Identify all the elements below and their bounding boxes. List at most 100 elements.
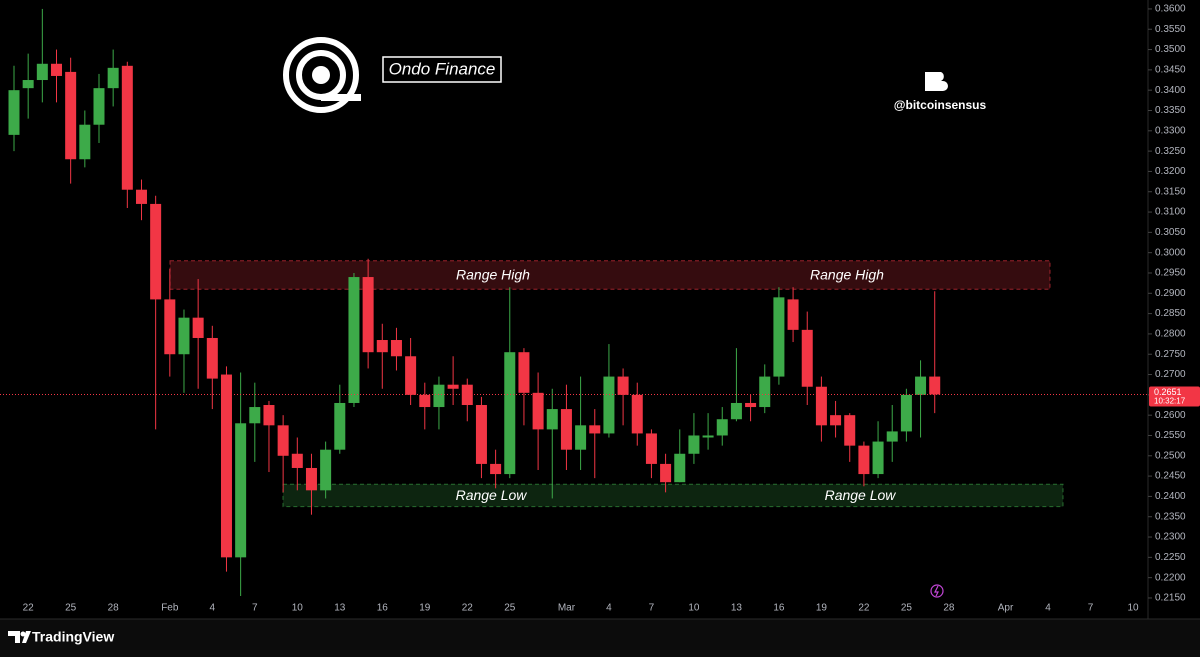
candle-body	[206, 337, 218, 379]
y-tick-label: 0.2850	[1155, 308, 1186, 319]
x-tick-label: 13	[731, 603, 743, 614]
candle-body	[886, 431, 898, 442]
candle-body	[220, 374, 232, 558]
x-tick-label: 7	[649, 603, 655, 614]
candle-body	[730, 402, 742, 420]
current-price-label: 0.2651	[1154, 387, 1182, 397]
candle-body	[263, 405, 275, 426]
x-tick-label: 7	[252, 603, 258, 614]
candle-body	[461, 384, 473, 406]
candle-body	[36, 63, 48, 81]
candle-body	[291, 453, 303, 468]
candle-body	[929, 376, 941, 395]
candle-body	[390, 340, 402, 357]
candle-body	[164, 299, 176, 355]
zone-label: Range Low	[456, 487, 528, 503]
candle-body	[107, 67, 119, 89]
y-tick-label: 0.3100	[1155, 207, 1186, 218]
candle-body	[135, 189, 147, 204]
x-tick-label: Mar	[558, 603, 576, 614]
candle-body	[362, 277, 374, 353]
y-tick-label: 0.2950	[1155, 268, 1186, 279]
x-tick-label: 19	[816, 603, 828, 614]
x-tick-label: 13	[334, 603, 346, 614]
x-tick-label: 10	[1127, 603, 1139, 614]
candle-body	[475, 405, 487, 464]
candle-body	[844, 415, 856, 446]
candle-body	[22, 80, 34, 89]
candle-body	[660, 463, 672, 483]
candle-body	[631, 394, 643, 434]
candle-body	[8, 90, 20, 135]
y-tick-label: 0.2350	[1155, 511, 1186, 522]
candle-body	[858, 445, 870, 475]
bitcoinsensus-logo	[925, 72, 948, 91]
countdown-label: 10:32:17	[1154, 397, 1186, 406]
range-zone	[169, 260, 1051, 290]
candle-body	[872, 441, 884, 475]
candle-body	[50, 63, 62, 76]
y-tick-label: 0.2750	[1155, 349, 1186, 360]
candle-body	[773, 297, 785, 377]
x-tick-label: 16	[773, 603, 785, 614]
x-tick-label: 25	[65, 603, 77, 614]
candle-body	[688, 435, 700, 454]
candle-body	[490, 463, 502, 475]
candle-body	[815, 386, 827, 426]
candle-body	[433, 384, 445, 408]
ondo-logo	[283, 37, 361, 113]
candle-body	[178, 317, 190, 355]
y-tick-label: 0.3550	[1155, 24, 1186, 35]
candle-body	[787, 299, 799, 330]
y-tick-label: 0.3050	[1155, 227, 1186, 238]
x-tick-label: 7	[1088, 603, 1094, 614]
candle-body	[65, 71, 77, 160]
x-tick-label: 4	[1045, 603, 1051, 614]
tradingview-logo	[8, 631, 31, 643]
y-tick-label: 0.3450	[1155, 65, 1186, 76]
candle-body	[546, 409, 558, 430]
y-tick-label: 0.2450	[1155, 471, 1186, 482]
candle-body	[249, 407, 261, 424]
candle-body	[277, 425, 289, 456]
alert-icon	[930, 584, 944, 598]
x-tick-label: 22	[858, 603, 870, 614]
candle-body	[801, 329, 813, 387]
brand-box	[382, 56, 502, 83]
candle-body	[560, 409, 572, 450]
candle-body	[305, 467, 317, 491]
x-tick-label: Feb	[161, 603, 179, 614]
range-zone	[282, 483, 1064, 508]
x-tick-label: Apr	[998, 603, 1014, 614]
y-tick-label: 0.2150	[1155, 593, 1186, 604]
candle-body	[121, 65, 133, 190]
y-tick-label: 0.2300	[1155, 532, 1186, 543]
y-tick-label: 0.3500	[1155, 44, 1186, 55]
candle-body	[645, 433, 657, 464]
y-tick-label: 0.3600	[1155, 4, 1186, 15]
candle-body	[447, 384, 459, 389]
x-tick-label: 22	[23, 603, 35, 614]
candle-body	[716, 419, 728, 436]
zone-label: Range Low	[825, 487, 897, 503]
candle-body	[419, 394, 431, 408]
candle-body	[150, 203, 162, 300]
candle-body	[504, 352, 516, 475]
x-tick-label: 22	[462, 603, 474, 614]
x-tick-label: 25	[901, 603, 913, 614]
y-tick-label: 0.2250	[1155, 552, 1186, 563]
x-tick-label: 28	[943, 603, 955, 614]
candle-body	[575, 425, 587, 450]
y-tick-label: 0.2200	[1155, 572, 1186, 583]
x-tick-label: 25	[504, 603, 516, 614]
candle-body	[518, 352, 530, 393]
candle-body	[617, 376, 629, 395]
x-tick-label: 4	[210, 603, 216, 614]
y-tick-label: 0.3400	[1155, 85, 1186, 96]
y-tick-label: 0.3200	[1155, 166, 1186, 177]
handle-text: @bitcoinsensus	[894, 98, 987, 112]
candle-body	[235, 423, 247, 558]
y-tick-label: 0.2900	[1155, 288, 1186, 299]
